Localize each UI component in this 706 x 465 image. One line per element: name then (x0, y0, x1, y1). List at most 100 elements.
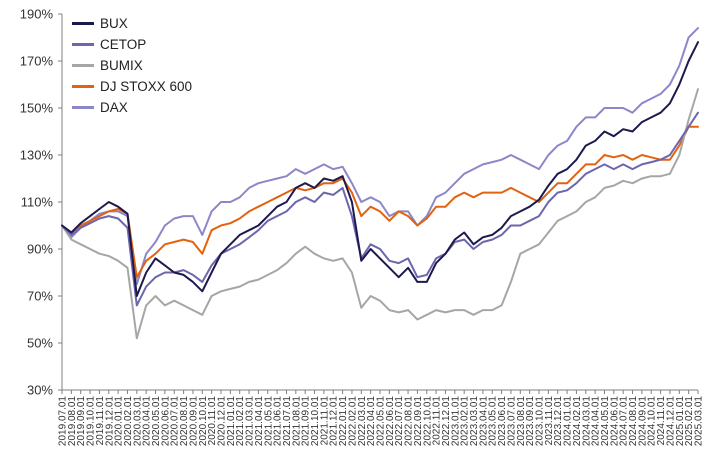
legend-swatch (72, 106, 94, 109)
x-tick-label: 2022.03.01 (357, 396, 368, 446)
x-tick-label: 2023.12.01 (553, 396, 564, 446)
legend-item: DJ STOXX 600 (72, 76, 192, 97)
x-tick-label: 2024.03.01 (581, 396, 592, 446)
x-tick-label: 2021.02.01 (235, 396, 246, 446)
x-tick-label: 2024.01.01 (563, 396, 574, 446)
legend-swatch (72, 43, 94, 46)
y-tick-label: 150% (20, 101, 54, 116)
x-tick-label: 2020.02.01 (123, 396, 134, 446)
x-tick-label: 2020.04.01 (142, 396, 153, 446)
x-tick-label: 2020.03.01 (132, 396, 143, 446)
x-tick-label: 2022.06.01 (385, 396, 396, 446)
x-tick-label: 2019.11.01 (95, 396, 106, 446)
x-tick-label: 2021.12.01 (329, 396, 340, 446)
y-tick-label: 190% (20, 7, 54, 22)
legend-swatch (72, 64, 94, 67)
legend-label: BUX (100, 16, 128, 31)
x-tick-label: 2020.01.01 (114, 396, 125, 446)
x-tick-label: 2023.07.01 (506, 396, 517, 446)
x-tick-label: 2019.08.01 (67, 396, 78, 446)
x-tick-label: 2020.06.01 (160, 396, 171, 446)
x-tick-label: 2024.04.01 (591, 396, 602, 446)
x-tick-label: 2022.01.01 (338, 396, 349, 446)
x-tick-label: 2023.06.01 (497, 396, 508, 446)
y-tick-label: 110% (21, 195, 54, 210)
x-tick-label: 2019.07.01 (58, 396, 69, 446)
x-tick-label: 2021.09.01 (301, 396, 312, 446)
series-line-dj-stoxx-600 (61, 125, 699, 279)
legend-swatch (72, 22, 94, 25)
x-tick-label: 2025.03.01 (694, 396, 705, 446)
x-tick-label: 2022.08.01 (404, 396, 415, 446)
x-tick-label: 2023.09.01 (525, 396, 536, 446)
x-tick-label: 2022.09.01 (413, 396, 424, 446)
x-tick-label: 2022.11.01 (432, 396, 443, 446)
x-tick-label: 2022.05.01 (376, 396, 387, 446)
x-tick-label: 2019.12.01 (104, 396, 115, 446)
x-tick-label: 2021.04.01 (254, 396, 265, 446)
x-tick-label: 2020.08.01 (179, 396, 190, 446)
series-lines (61, 27, 699, 340)
x-tick-label: 2021.06.01 (273, 396, 284, 446)
legend-label: BUMIX (100, 58, 143, 73)
legend-item: DAX (72, 97, 192, 118)
x-tick-label: 2019.09.01 (76, 396, 87, 446)
y-axis: 30% 50% 70% 90% 110% 130% 150% 170% 190% (20, 7, 63, 398)
x-tick-label: 2024.06.01 (609, 396, 620, 446)
y-tick-label: 70% (27, 289, 53, 304)
legend-swatch (72, 85, 94, 88)
x-tick-label: 2020.11.01 (207, 396, 218, 446)
x-tick-label: 2020.12.01 (217, 396, 228, 446)
x-tick-label: 2025.02.01 (684, 396, 695, 446)
x-tick-label: 2024.09.01 (637, 396, 648, 446)
legend-label: DJ STOXX 600 (100, 79, 193, 94)
x-tick-label: 2019.10.01 (86, 396, 97, 446)
x-tick-label: 2023.05.01 (488, 396, 499, 446)
x-tick-label: 2023.08.01 (516, 396, 527, 446)
x-tick-label: 2021.03.01 (245, 396, 256, 446)
x-tick-label: 2021.10.01 (310, 396, 321, 446)
x-tick-label: 2022.07.01 (394, 396, 405, 446)
x-tick-label: 2024.02.01 (572, 396, 583, 446)
x-tick-label: 2020.09.01 (188, 396, 199, 446)
x-tick-label: 2020.10.01 (198, 396, 209, 446)
x-tick-label: 2022.02.01 (347, 396, 358, 446)
chart-legend: BUX CETOP BUMIX DJ STOXX 600 DAX (72, 13, 192, 118)
x-tick-label: 2022.10.01 (422, 396, 433, 446)
x-tick-label: 2023.03.01 (469, 396, 480, 446)
series-line-cetop (61, 111, 699, 307)
legend-item: BUMIX (72, 55, 192, 76)
x-tick-label: 2024.11.01 (656, 396, 667, 446)
x-tick-label: 2024.08.01 (628, 396, 639, 446)
x-tick-label: 2020.07.01 (170, 396, 181, 446)
x-axis: 2019.07.012019.08.012019.09.012019.10.01… (58, 389, 705, 446)
x-tick-label: 2023.02.01 (460, 396, 471, 446)
x-tick-label: 2021.08.01 (291, 396, 302, 446)
legend-label: CETOP (100, 37, 147, 52)
x-tick-label: 2023.01.01 (450, 396, 461, 446)
series-line-bumix (61, 88, 699, 340)
x-tick-label: 2021.01.01 (226, 396, 237, 446)
x-tick-label: 2023.04.01 (478, 396, 489, 446)
x-tick-label: 2024.12.01 (665, 396, 676, 446)
series-line-dax (61, 27, 699, 286)
y-tick-label: 90% (27, 242, 53, 257)
legend-label: DAX (100, 100, 128, 115)
x-tick-label: 2022.12.01 (441, 396, 452, 446)
x-tick-label: 2020.05.01 (151, 396, 162, 446)
y-tick-label: 130% (20, 148, 54, 163)
y-tick-label: 30% (27, 383, 53, 398)
x-tick-label: 2021.11.01 (319, 396, 330, 446)
x-tick-label: 2022.04.01 (366, 396, 377, 446)
legend-item: BUX (72, 13, 192, 34)
x-tick-label: 2023.10.01 (535, 396, 546, 446)
y-tick-label: 170% (20, 54, 54, 69)
x-tick-label: 2025.01.01 (675, 396, 686, 446)
x-tick-label: 2023.11.01 (544, 396, 555, 446)
x-tick-label: 2024.05.01 (600, 396, 611, 446)
x-tick-label: 2021.05.01 (263, 396, 274, 446)
x-tick-label: 2024.07.01 (619, 396, 630, 446)
y-tick-label: 50% (27, 336, 53, 351)
legend-item: CETOP (72, 34, 192, 55)
